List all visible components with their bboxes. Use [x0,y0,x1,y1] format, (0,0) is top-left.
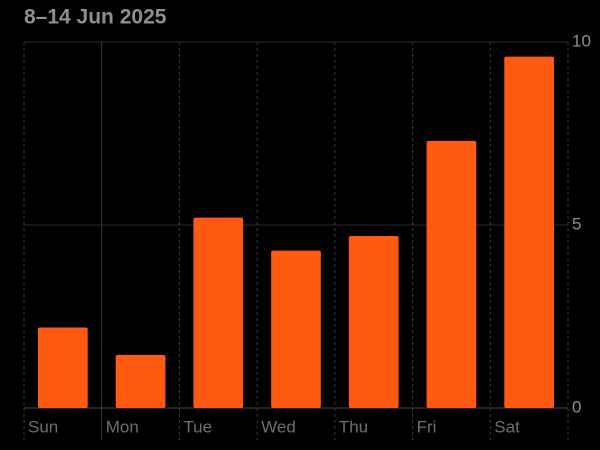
bar [38,327,88,408]
x-tick-label: Mon [106,417,139,436]
bar [426,140,477,408]
y-tick-label: 5 [572,214,581,233]
bar [193,217,244,408]
bar [115,354,166,408]
x-tick-label: Thu [339,417,368,436]
x-tick-label: Sat [494,417,520,436]
chart-title: 8–14 Jun 2025 [24,6,167,29]
x-tick-label: Fri [417,417,437,436]
bar [348,235,399,408]
bar [271,250,321,408]
y-tick-label: 10 [572,31,591,50]
y-tick-label: 0 [572,397,581,416]
x-tick-label: Tue [183,417,212,436]
bar [504,56,554,408]
x-tick-label: Wed [261,417,296,436]
x-tick-label: Sun [28,417,58,436]
